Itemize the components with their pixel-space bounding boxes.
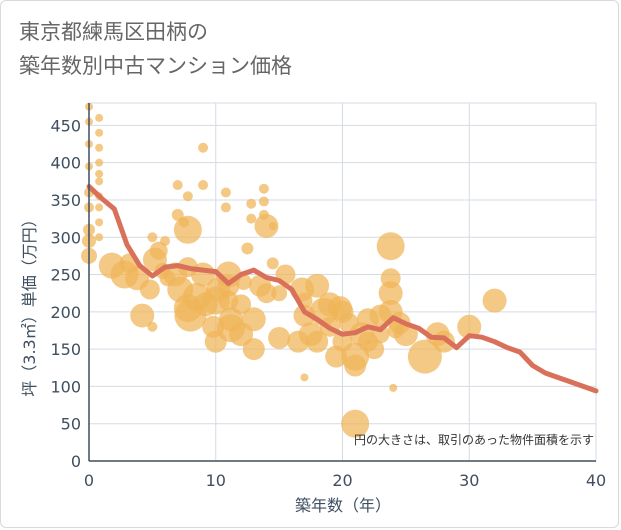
data-bubble [173,215,202,244]
data-bubble [378,281,403,306]
data-bubble [95,177,104,186]
y-tick-label: 0 [71,452,81,471]
x-tick-label: 0 [84,471,94,490]
y-tick-label: 150 [50,340,81,359]
data-bubble [198,180,209,191]
data-bubble [95,169,104,178]
y-tick-label: 250 [50,266,81,285]
data-bubble [220,202,231,213]
data-bubble [305,273,330,298]
data-bubble [95,233,104,242]
line-layer [86,184,599,394]
data-bubble [268,326,291,349]
data-bubble [172,180,183,191]
y-tick-label: 50 [61,415,81,434]
data-bubble [182,191,193,202]
y-tick-label: 300 [50,228,81,247]
data-bubble [95,158,104,167]
data-bubble [364,339,385,360]
x-tick-label: 30 [459,471,479,490]
axes [88,103,596,462]
data-bubble [241,307,266,332]
data-bubble [271,285,288,302]
data-bubble [389,383,398,392]
y-tick-label: 350 [50,191,81,210]
data-bubble [246,213,257,224]
chart-title-line-1: 東京都練馬区田柄の [19,20,208,44]
data-bubble [482,288,507,313]
data-bubble [95,113,104,122]
data-bubble [139,279,160,300]
y-tick-label: 100 [50,377,81,396]
y-axis-title: 坪（3.3㎡）単価（万円） [20,211,39,396]
data-bubble [95,128,104,137]
y-tick-label: 450 [50,116,81,135]
data-bubble [95,203,104,212]
data-bubble [344,354,367,377]
data-bubble [231,294,252,315]
data-bubble [147,321,158,332]
x-tick-label: 40 [586,471,606,490]
data-bubble [95,143,104,152]
chart-title-line-2: 築年数別中古マンション価格 [19,54,292,78]
data-bubble [95,218,104,227]
data-bubble [457,314,482,339]
data-bubble [258,196,269,207]
data-bubble [407,339,442,374]
y-tick-label: 200 [50,303,81,322]
data-bubble [306,330,329,353]
data-bubble [266,257,279,270]
x-tick-label: 20 [332,471,352,490]
data-bubble [149,241,168,260]
data-bubble [256,283,277,304]
data-bubble [241,242,254,255]
x-axis-title: 築年数（年） [295,496,391,515]
data-bubble [220,187,231,198]
bubble-size-note: 円の大きさは、取引のあった物件面積を示す [354,432,594,447]
data-bubble [147,232,158,243]
data-bubble [246,198,257,209]
data-bubble [376,232,405,261]
data-bubble [268,222,277,231]
data-bubble [198,142,209,153]
chart-title: 東京都練馬区田柄の 築年数別中古マンション価格 [19,15,292,83]
data-bubble [300,373,309,382]
data-bubble [341,409,370,438]
data-bubble [254,214,279,239]
tick-labels: 0 50 100 150 200 250 300 350 400 450 0 10 20 30 40 [50,116,606,490]
data-bubble [258,183,269,194]
data-bubble [242,338,265,361]
y-tick-label: 400 [50,154,81,173]
data-bubble [130,303,155,328]
data-bubble [160,235,171,246]
x-tick-label: 10 [206,471,226,490]
average-price-line [86,184,599,394]
